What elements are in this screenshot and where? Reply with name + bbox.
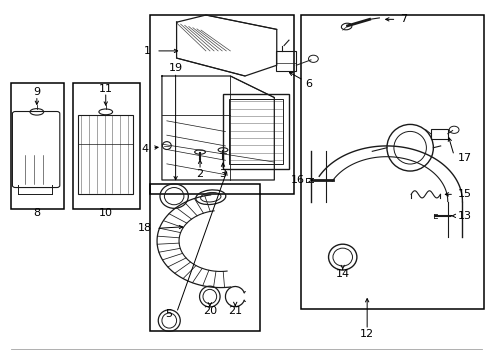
Bar <box>301 15 485 309</box>
Bar <box>431 129 448 139</box>
Text: 2: 2 <box>196 169 204 179</box>
Text: 4: 4 <box>142 144 149 154</box>
Text: 12: 12 <box>360 329 374 339</box>
Text: 20: 20 <box>203 306 217 316</box>
Text: 8: 8 <box>33 208 40 218</box>
Text: 21: 21 <box>228 306 242 316</box>
Bar <box>276 51 296 71</box>
Text: 5: 5 <box>165 310 172 319</box>
Text: 18: 18 <box>138 224 152 233</box>
Text: 10: 10 <box>99 208 113 218</box>
Text: 15: 15 <box>458 189 471 199</box>
Bar <box>78 116 133 194</box>
Text: 3: 3 <box>220 169 226 179</box>
Bar <box>223 94 289 169</box>
Text: 9: 9 <box>33 87 40 97</box>
Text: 1: 1 <box>144 46 151 56</box>
Bar <box>11 83 64 209</box>
Bar <box>150 15 294 194</box>
Text: 11: 11 <box>99 84 113 94</box>
Text: 7: 7 <box>400 14 408 24</box>
Text: 13: 13 <box>458 211 471 221</box>
Text: 14: 14 <box>336 269 350 279</box>
Text: 16: 16 <box>291 175 305 185</box>
Text: 19: 19 <box>169 63 183 73</box>
Bar <box>229 99 283 164</box>
Text: 17: 17 <box>458 153 472 163</box>
Bar <box>73 83 140 209</box>
Text: 6: 6 <box>305 79 312 89</box>
Bar <box>150 184 260 330</box>
